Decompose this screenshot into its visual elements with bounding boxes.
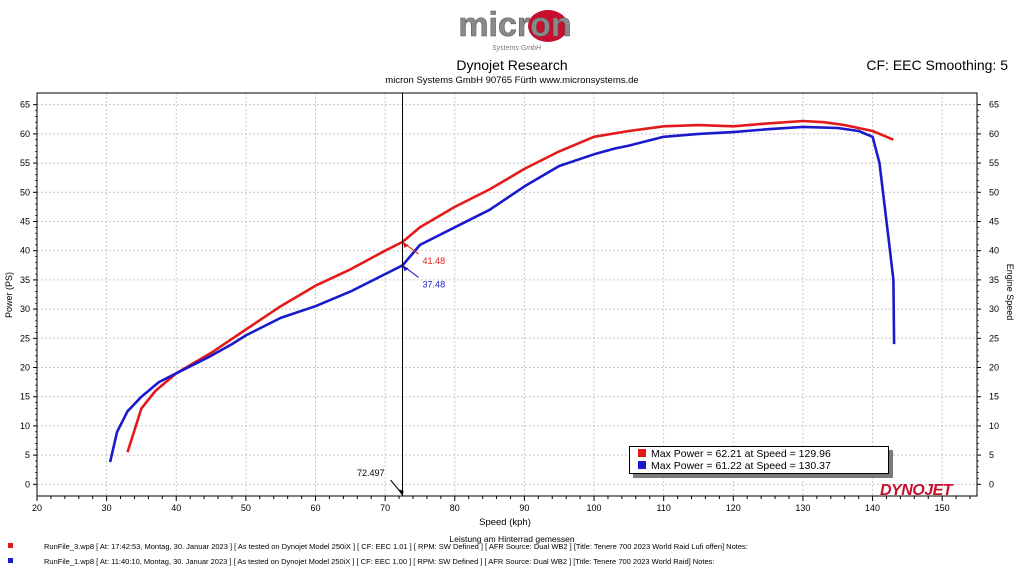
- y-axis-label: Power (PS): [4, 272, 14, 318]
- x-tick-label: 40: [171, 503, 181, 513]
- y2-tick-label: 50: [989, 187, 999, 197]
- chart-series: [108, 119, 896, 463]
- x-tick-label: 20: [32, 503, 42, 513]
- y2-tick-label: 25: [989, 333, 999, 343]
- legend-entry-text: Max Power = 61.22 at Speed = 130.37: [651, 460, 831, 472]
- y-tick-label: 30: [20, 304, 30, 314]
- y2-tick-label: 15: [989, 392, 999, 402]
- annotation-value-label: 41.48: [423, 256, 446, 266]
- cursor-value-label: 72.497: [357, 468, 385, 478]
- y2-tick-label: 40: [989, 246, 999, 256]
- value-annotations: 41.48 37.48: [402, 241, 446, 289]
- legend-entry-2: Max Power = 61.22 at Speed = 130.37: [638, 460, 831, 472]
- x-tick-label: 30: [102, 503, 112, 513]
- legend-swatch-red: [638, 449, 646, 457]
- run-file-text: RunFile_3.wp8 [ At: 17:42:53, Montag, 30…: [44, 542, 748, 551]
- run-file-info-2: RunFile_1.wp8 [ At: 11:40:10, Montag, 30…: [8, 557, 714, 566]
- y-tick-label: 55: [20, 158, 30, 168]
- y-tick-label: 5: [25, 450, 30, 460]
- y2-tick-label: 55: [989, 158, 999, 168]
- y2-axis-label: Engine Speed: [1005, 264, 1015, 321]
- x-tick-label: 60: [311, 503, 321, 513]
- legend-entry-text: Max Power = 62.21 at Speed = 129.96: [651, 448, 831, 460]
- y2-tick-label: 30: [989, 304, 999, 314]
- run-file-info-1: RunFile_3.wp8 [ At: 17:42:53, Montag, 30…: [8, 542, 748, 551]
- x-tick-label: 110: [656, 503, 670, 513]
- logo-red-circle: [528, 10, 568, 42]
- x-tick-label: 150: [935, 503, 950, 513]
- legend-entry-1: Max Power = 62.21 at Speed = 129.96: [638, 448, 831, 460]
- logo-wordmark: micron: [458, 6, 571, 44]
- y2-tick-label: 10: [989, 421, 999, 431]
- annotation-arrowhead: [402, 265, 409, 272]
- x-tick-label: 120: [726, 503, 741, 513]
- y-tick-label: 60: [20, 129, 30, 139]
- y-tick-label: 45: [20, 216, 30, 226]
- series-line-runfile-1: [108, 125, 896, 463]
- micron-logo: micron Systems GmbH: [458, 6, 572, 52]
- y2-tick-label: 60: [989, 129, 999, 139]
- y-tick-label: 25: [20, 333, 30, 343]
- y2-tick-label: 45: [989, 216, 999, 226]
- y2-tick-label: 65: [989, 100, 999, 110]
- run-color-dot: [8, 558, 13, 563]
- x-tick-label: 130: [795, 503, 810, 513]
- x-tick-label: 140: [865, 503, 880, 513]
- footer-note: Leistung am Hinterrad gemessen: [449, 534, 575, 544]
- chart-legend: Max Power = 62.21 at Speed = 129.96 Max …: [629, 446, 889, 474]
- y-tick-label: 40: [20, 246, 30, 256]
- annotation-arrowhead: [402, 242, 409, 249]
- x-tick-label: 80: [450, 503, 460, 513]
- chart-title: Dynojet Research: [456, 57, 568, 73]
- dynojet-brand-logo: DYNOJET: [880, 482, 953, 500]
- y-tick-label: 50: [20, 187, 30, 197]
- y2-tick-label: 5: [989, 450, 994, 460]
- x-tick-label: 70: [380, 503, 390, 513]
- y2-tick-label: 0: [989, 479, 994, 489]
- y-tick-label: 10: [20, 421, 30, 431]
- series-line-runfile-3: [126, 119, 894, 453]
- y-tick-label: 0: [25, 479, 30, 489]
- y-tick-label: 20: [20, 363, 30, 373]
- y-tick-label: 35: [20, 275, 30, 285]
- cursor-label-leader: [390, 479, 401, 493]
- plot-frame: [36, 92, 978, 497]
- x-tick-label: 100: [587, 503, 602, 513]
- chart-grid: [36, 93, 977, 496]
- chart-subtitle: micron Systems GmbH 90765 Fürth www.micr…: [385, 75, 639, 86]
- x-tick-label: 90: [519, 503, 529, 513]
- y-tick-label: 65: [20, 100, 30, 110]
- x-axis-label: Speed (kph): [479, 517, 531, 528]
- cf-smoothing-label: CF: EEC Smoothing: 5: [866, 57, 1008, 73]
- dynojet-wordmark: DYNOJET: [880, 482, 953, 499]
- y-tick-label: 15: [20, 392, 30, 402]
- logo-subtext: Systems GmbH: [492, 45, 542, 52]
- run-color-dot: [8, 543, 13, 548]
- y2-tick-label: 35: [989, 275, 999, 285]
- y2-tick-label: 20: [989, 363, 999, 373]
- legend-swatch-blue: [638, 461, 646, 469]
- annotation-value-label: 37.48: [423, 279, 446, 289]
- x-tick-label: 50: [241, 503, 251, 513]
- run-file-text: RunFile_1.wp8 [ At: 11:40:10, Montag, 30…: [44, 557, 715, 566]
